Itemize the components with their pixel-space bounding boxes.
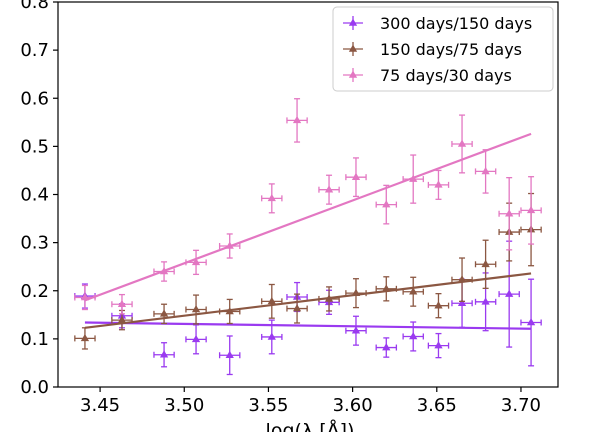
x-tick-label: 3.70 xyxy=(501,395,541,416)
data-point xyxy=(409,287,418,295)
x-tick-label: 3.65 xyxy=(417,395,457,416)
series-group xyxy=(74,192,542,350)
x-tick-label: 3.60 xyxy=(333,395,373,416)
data-point xyxy=(382,200,391,208)
fit-line xyxy=(84,132,532,302)
fit-line xyxy=(84,321,532,330)
x-tick-label: 3.45 xyxy=(80,395,120,416)
data-point xyxy=(117,315,127,323)
series-group xyxy=(74,98,542,315)
x-tick-label: 3.50 xyxy=(164,395,204,416)
legend-marker xyxy=(348,70,358,78)
data-point xyxy=(351,172,361,180)
data-point xyxy=(351,288,361,296)
data-point xyxy=(225,241,234,249)
legend-box xyxy=(332,6,554,92)
data-point xyxy=(324,294,334,302)
y-tick-label: 0.6 xyxy=(20,88,49,109)
x-tick-label: 3.55 xyxy=(248,395,288,416)
series-group xyxy=(74,240,542,376)
data-point xyxy=(292,115,302,124)
data-point xyxy=(382,284,391,292)
y-tick-label: 0.7 xyxy=(20,40,49,61)
data-point xyxy=(117,299,127,308)
data-point xyxy=(382,343,391,351)
data-point xyxy=(324,185,334,193)
legend-marker xyxy=(348,44,358,52)
data-point xyxy=(434,180,443,188)
series-layer xyxy=(74,98,542,376)
x-axis-label: log(λ [Å]) xyxy=(266,419,355,432)
data-point xyxy=(159,267,169,275)
data-point xyxy=(225,350,234,359)
y-tick-label: 0.0 xyxy=(20,377,49,398)
data-point xyxy=(191,334,201,343)
data-point xyxy=(434,301,443,309)
data-point xyxy=(80,333,90,342)
data-point xyxy=(481,259,490,268)
data-point xyxy=(457,298,467,307)
data-point xyxy=(526,205,536,214)
data-point xyxy=(409,174,418,182)
fit-line xyxy=(84,272,532,329)
data-point xyxy=(159,309,169,317)
data-point xyxy=(434,341,443,349)
y-tick-label: 0.5 xyxy=(20,136,49,157)
data-point xyxy=(481,297,490,305)
y-tick-label: 0.1 xyxy=(20,329,49,350)
data-point xyxy=(267,296,276,305)
data-point xyxy=(80,292,90,301)
legend: 300 days/150 days 150 days/75 days 75 days… xyxy=(332,6,554,92)
legend-label: 300 days/150 days xyxy=(380,14,532,33)
data-point xyxy=(159,350,169,358)
data-point xyxy=(191,257,201,266)
data-point xyxy=(409,331,418,340)
data-point xyxy=(225,306,234,315)
data-point xyxy=(526,318,536,326)
y-tick-label: 0.3 xyxy=(20,233,49,254)
data-point xyxy=(457,139,467,147)
legend-label: 150 days/75 days xyxy=(380,40,522,59)
y-tick-label: 0.8 xyxy=(20,0,49,13)
data-point xyxy=(505,289,514,297)
data-point xyxy=(505,209,514,217)
data-point xyxy=(481,166,490,175)
legend-label: 75 days/30 days xyxy=(380,66,512,85)
legend-marker xyxy=(348,18,358,26)
data-point xyxy=(267,332,276,340)
y-tick-label: 0.2 xyxy=(20,281,49,302)
data-point xyxy=(267,193,276,202)
data-point xyxy=(457,275,467,283)
y-tick-label: 0.4 xyxy=(20,185,49,206)
data-point xyxy=(191,305,201,313)
data-point xyxy=(292,304,302,312)
axes-layer: 3.45 3.50 3.55 3.60 3.65 3.70 0.0 0.1 0.2 0.3 0.4 0… xyxy=(20,0,559,416)
data-point xyxy=(351,326,361,334)
